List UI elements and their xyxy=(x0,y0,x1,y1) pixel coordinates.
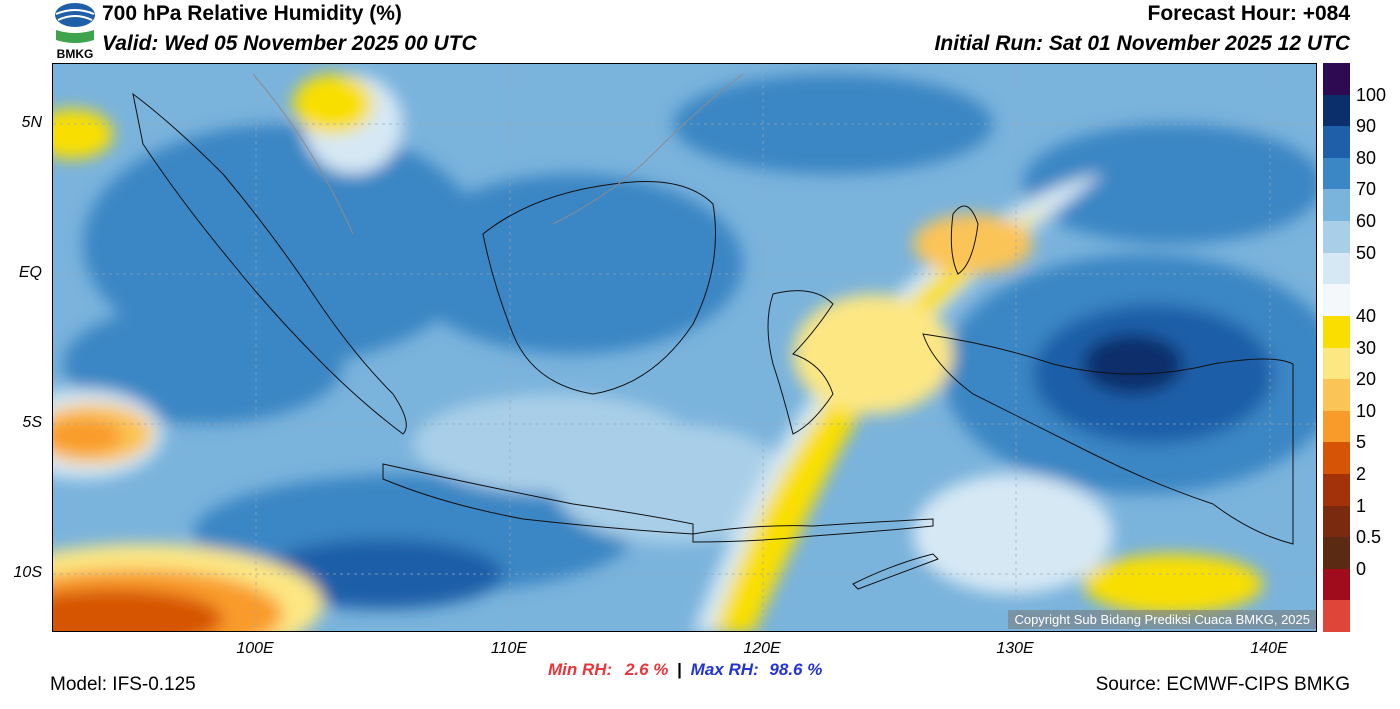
lon-label-130e: 130E xyxy=(996,640,1034,657)
colorbar-label: 60 xyxy=(1356,211,1377,232)
initial-run: Initial Run: Sat 01 November 2025 12 UTC xyxy=(934,32,1350,55)
colorbar xyxy=(1323,63,1350,633)
humidity-map xyxy=(52,63,1317,632)
max-rh-label: Max RH: xyxy=(690,660,759,679)
colorbar-swatch xyxy=(1323,284,1350,317)
bmkg-logo: BMKG xyxy=(50,0,100,61)
lat-label-5n: 5N xyxy=(21,114,42,131)
colorbar-swatch xyxy=(1323,600,1350,633)
coastlines xyxy=(132,92,1294,590)
lon-label-110e: 110E xyxy=(490,640,528,657)
colorbar-label: 70 xyxy=(1356,179,1377,200)
max-rh-value: 98.6 % xyxy=(769,660,823,679)
source-label: Source: ECMWF-CIPS BMKG xyxy=(1095,674,1350,695)
colorbar-label: 1 xyxy=(1356,495,1367,516)
colorbar-label: 50 xyxy=(1356,242,1377,263)
colorbar-label: 0.5 xyxy=(1356,527,1382,548)
model-label: Model: IFS-0.125 xyxy=(50,674,196,695)
colorbar-swatch xyxy=(1323,442,1350,475)
colorbar-label: 90 xyxy=(1356,116,1377,137)
copyright-notice: Copyright Sub Bidang Prediksi Cuaca BMKG… xyxy=(1008,610,1316,629)
map-title: 700 hPa Relative Humidity (%) xyxy=(102,2,402,25)
stats-separator: | xyxy=(677,660,682,679)
colorbar-swatch xyxy=(1323,315,1350,348)
borders xyxy=(252,73,744,235)
colorbar-label: 5 xyxy=(1356,432,1367,453)
colorbar-swatch xyxy=(1323,94,1350,127)
lon-label-140e: 140E xyxy=(1250,640,1288,657)
colorbar-label: 80 xyxy=(1356,147,1377,168)
colorbar-swatch xyxy=(1323,505,1350,538)
map-gridlines xyxy=(53,64,1316,631)
colorbar-swatch xyxy=(1323,157,1350,190)
colorbar-label: 10 xyxy=(1356,400,1377,421)
colorbar-swatch xyxy=(1323,473,1350,507)
min-rh-label: Min RH: xyxy=(548,660,613,679)
colorbar-label: 20 xyxy=(1356,369,1377,390)
colorbar-swatch xyxy=(1323,410,1350,443)
logo-text: BMKG xyxy=(57,47,94,60)
valid-time: Valid: Wed 05 November 2025 00 UTC xyxy=(102,32,477,55)
lon-label-120e: 120E xyxy=(743,640,781,657)
colorbar-swatch xyxy=(1323,379,1350,412)
lat-label-eq: EQ xyxy=(18,264,42,281)
colorbar-label: 30 xyxy=(1356,337,1377,358)
colorbar-swatch xyxy=(1323,63,1350,96)
colorbar-label: 40 xyxy=(1356,305,1377,326)
colorbar-swatch xyxy=(1323,126,1350,159)
colorbar-swatch xyxy=(1323,252,1350,285)
min-rh-value: 2.6 % xyxy=(624,660,669,679)
humidity-field xyxy=(53,74,1316,631)
lat-label-10s: 10S xyxy=(13,564,42,581)
colorbar-swatch xyxy=(1323,189,1350,222)
colorbar-swatch xyxy=(1323,221,1350,254)
colorbar-swatch xyxy=(1323,568,1350,601)
colorbar-swatch xyxy=(1323,537,1350,570)
colorbar-label: 100 xyxy=(1356,84,1387,105)
rh-stats: Min RH: 2.6 % | Max RH: 98.6 % xyxy=(548,660,822,680)
forecast-hour: Forecast Hour: +084 xyxy=(1147,2,1351,25)
colorbar-label: 2 xyxy=(1356,463,1367,484)
lon-label-100e: 100E xyxy=(236,640,274,657)
colorbar-swatch xyxy=(1323,347,1350,380)
colorbar-label: 0 xyxy=(1356,558,1367,579)
lat-label-5s: 5S xyxy=(22,414,42,431)
